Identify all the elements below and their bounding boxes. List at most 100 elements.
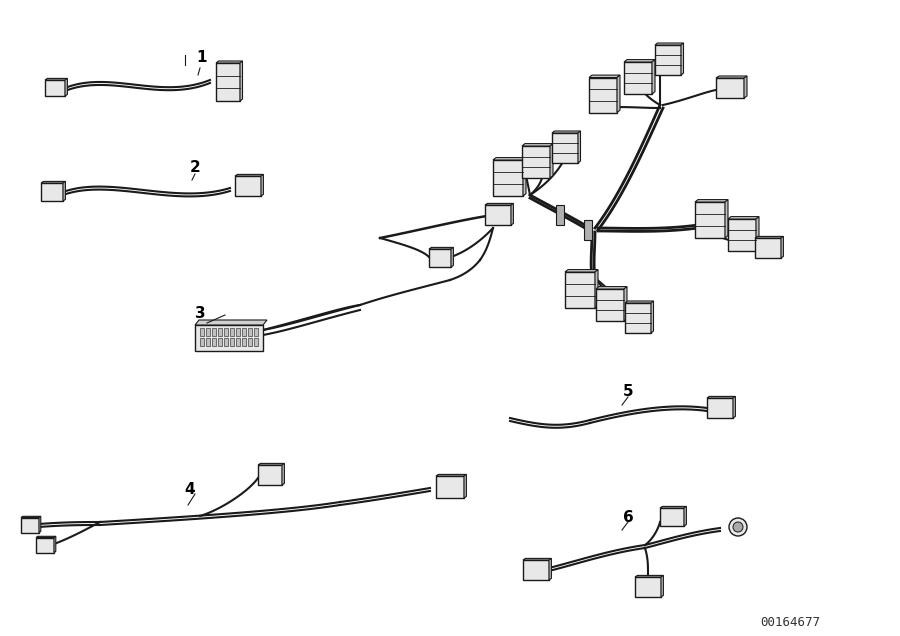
Polygon shape [216,61,242,63]
Polygon shape [45,78,68,80]
FancyBboxPatch shape [625,303,651,333]
Circle shape [733,522,743,532]
Polygon shape [756,217,759,251]
FancyBboxPatch shape [624,62,652,94]
FancyBboxPatch shape [716,78,744,98]
Polygon shape [617,75,620,113]
FancyBboxPatch shape [655,45,681,75]
Polygon shape [39,516,40,532]
Polygon shape [635,576,663,577]
FancyBboxPatch shape [212,338,216,346]
Polygon shape [549,558,552,580]
Circle shape [729,518,747,536]
Polygon shape [41,181,66,183]
Polygon shape [655,43,683,45]
FancyBboxPatch shape [493,160,523,196]
FancyBboxPatch shape [224,328,228,336]
Polygon shape [578,131,581,163]
FancyBboxPatch shape [565,272,595,308]
Polygon shape [781,237,783,258]
FancyBboxPatch shape [254,338,258,346]
Polygon shape [695,200,728,202]
FancyBboxPatch shape [216,63,240,101]
Text: 3: 3 [194,305,205,321]
Polygon shape [733,396,735,418]
FancyBboxPatch shape [254,328,258,336]
FancyBboxPatch shape [635,577,661,597]
Polygon shape [595,270,598,308]
Polygon shape [552,131,581,133]
FancyBboxPatch shape [707,398,733,418]
FancyBboxPatch shape [242,328,246,336]
Polygon shape [661,576,663,597]
FancyBboxPatch shape [230,338,234,346]
FancyBboxPatch shape [728,219,756,251]
Text: 00164677: 00164677 [760,616,820,628]
FancyBboxPatch shape [436,476,464,498]
Polygon shape [684,506,687,526]
Polygon shape [596,287,627,289]
Polygon shape [522,144,553,146]
Polygon shape [523,158,526,196]
Text: 5: 5 [623,385,634,399]
FancyBboxPatch shape [200,328,204,336]
FancyBboxPatch shape [556,205,564,225]
Polygon shape [744,76,747,98]
FancyBboxPatch shape [218,338,222,346]
Text: 2: 2 [190,160,201,176]
FancyBboxPatch shape [523,560,549,580]
Polygon shape [707,396,735,398]
Polygon shape [436,474,466,476]
Polygon shape [261,174,264,196]
Polygon shape [195,320,267,325]
Polygon shape [464,474,466,498]
FancyBboxPatch shape [755,238,781,258]
Polygon shape [65,78,68,96]
FancyBboxPatch shape [485,205,511,225]
FancyBboxPatch shape [552,133,578,163]
Polygon shape [36,536,56,537]
Polygon shape [625,301,653,303]
FancyBboxPatch shape [242,338,246,346]
Text: 6: 6 [623,509,634,525]
FancyBboxPatch shape [218,328,222,336]
Polygon shape [565,270,598,272]
Polygon shape [728,217,759,219]
Polygon shape [235,174,264,176]
Polygon shape [652,60,655,94]
Polygon shape [589,75,620,78]
Polygon shape [651,301,653,333]
FancyBboxPatch shape [522,146,550,178]
FancyBboxPatch shape [584,220,592,240]
Polygon shape [258,464,284,465]
Polygon shape [624,60,655,62]
FancyBboxPatch shape [248,328,252,336]
Text: 1: 1 [197,50,207,64]
FancyBboxPatch shape [45,80,65,96]
FancyBboxPatch shape [236,338,240,346]
Polygon shape [755,237,783,238]
FancyBboxPatch shape [235,176,261,196]
FancyBboxPatch shape [224,338,228,346]
FancyBboxPatch shape [200,338,204,346]
Polygon shape [725,200,728,238]
Polygon shape [550,144,553,178]
Polygon shape [429,247,454,249]
Polygon shape [624,287,627,321]
FancyBboxPatch shape [589,78,617,113]
FancyBboxPatch shape [212,328,216,336]
Polygon shape [54,536,56,553]
FancyBboxPatch shape [248,338,252,346]
Polygon shape [451,247,454,267]
FancyBboxPatch shape [258,465,282,485]
FancyBboxPatch shape [21,518,39,532]
FancyBboxPatch shape [41,183,63,201]
FancyBboxPatch shape [695,202,725,238]
Polygon shape [523,558,552,560]
FancyBboxPatch shape [206,328,210,336]
Polygon shape [21,516,40,518]
Polygon shape [511,204,513,225]
Polygon shape [660,506,687,508]
Polygon shape [681,43,683,75]
Polygon shape [63,181,66,201]
